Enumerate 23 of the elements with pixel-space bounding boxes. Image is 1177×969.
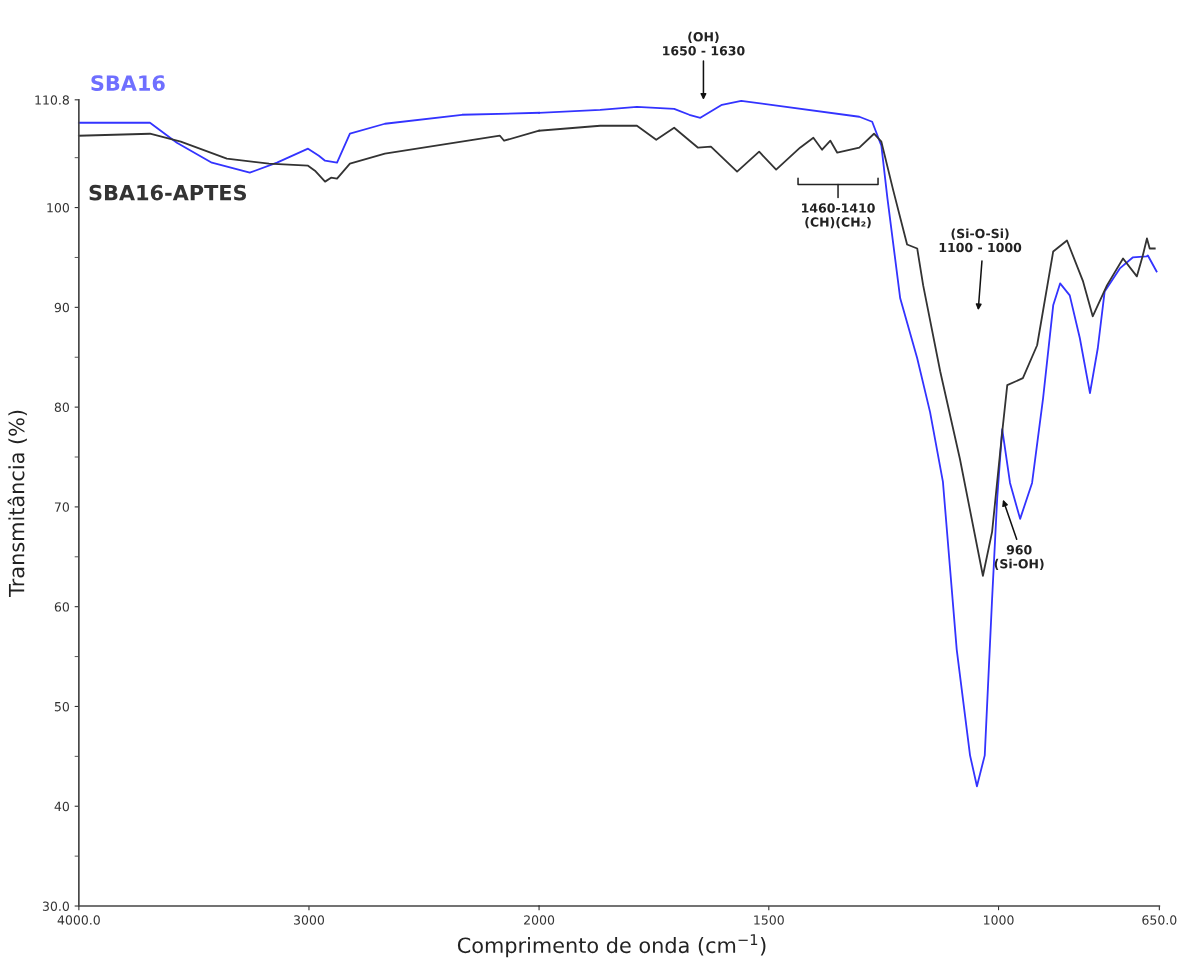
x-tick-label: 3000 [294,915,325,925]
y-tick-label: 40 [54,801,69,812]
y-tick-label: 50 [54,701,69,712]
x-tick-label: 1500 [754,915,784,925]
x-tick-label: 2000 [524,915,555,925]
y-axis-title: Transmitância (%) [7,410,27,597]
y-tick-label: 90 [54,302,69,313]
x-tick-label: 4000.0 [57,915,100,925]
annotation: 960 (Si-OH) [994,545,1044,570]
y-tick-label: 30.0 [42,901,69,911]
x-axis-title: Comprimento de onda (cm$^{−1}$) [457,934,766,958]
x-tick-label: 650.0 [1142,915,1177,925]
y-tick-label: 110.8 [35,95,69,105]
text: (OH) 1650 - 1630 [663,31,745,56]
y-tick-label: 80 [54,402,69,413]
x-tick-label: 1000 [984,915,1014,925]
annotation: 1460-1410 (CH)(CH₂) [802,203,875,229]
series-label: SBA16-APTES [89,184,247,201]
annotation: (Si-O-Si) 1100 - 1000 [939,228,1022,253]
series-label: SBA16 [91,75,165,91]
y-tick-label: 70 [54,502,69,512]
y-tick-label: 60 [54,602,69,612]
y-tick-label: 100 [47,203,69,213]
